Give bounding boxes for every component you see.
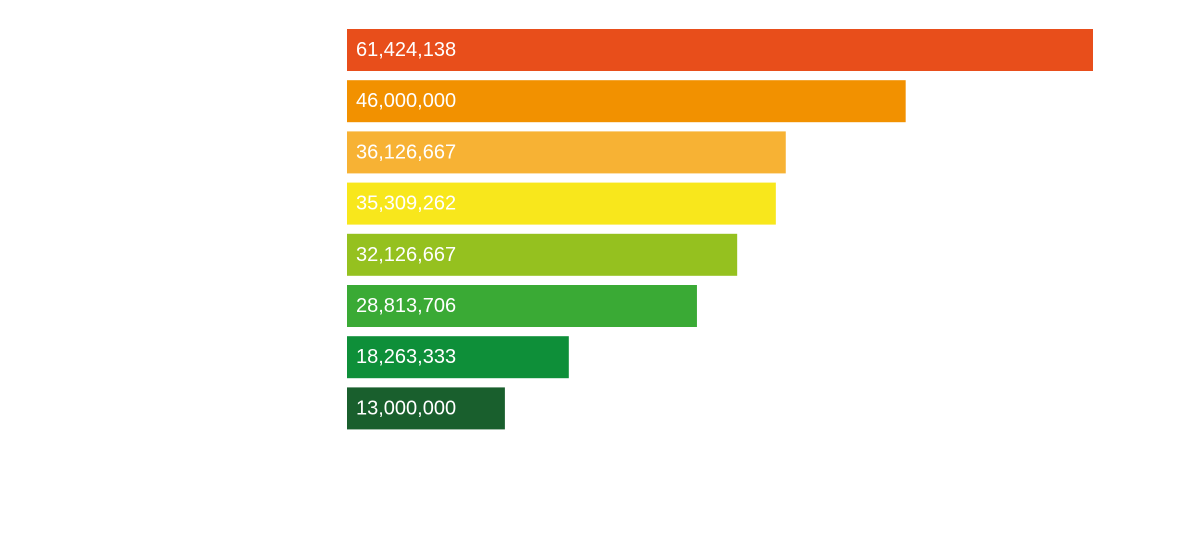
bar-value-label: 36,126,667 bbox=[356, 141, 456, 163]
bar-value-label: 18,263,333 bbox=[356, 346, 456, 368]
bar-value-label: 13,000,000 bbox=[356, 397, 456, 419]
bar bbox=[347, 233, 738, 276]
bar-value-label: 61,424,138 bbox=[356, 39, 456, 61]
bar bbox=[347, 285, 697, 327]
bar bbox=[347, 131, 786, 174]
bar bbox=[347, 336, 569, 379]
bar-value-label: 32,126,667 bbox=[356, 244, 456, 266]
bar-value-label: 28,813,706 bbox=[356, 295, 456, 317]
bar-value-label: 35,309,262 bbox=[356, 193, 456, 215]
bar-value-label: 46,000,000 bbox=[356, 90, 456, 112]
bar bbox=[347, 387, 505, 430]
bar bbox=[347, 29, 1093, 71]
bar bbox=[347, 80, 906, 123]
bar bbox=[347, 182, 776, 225]
